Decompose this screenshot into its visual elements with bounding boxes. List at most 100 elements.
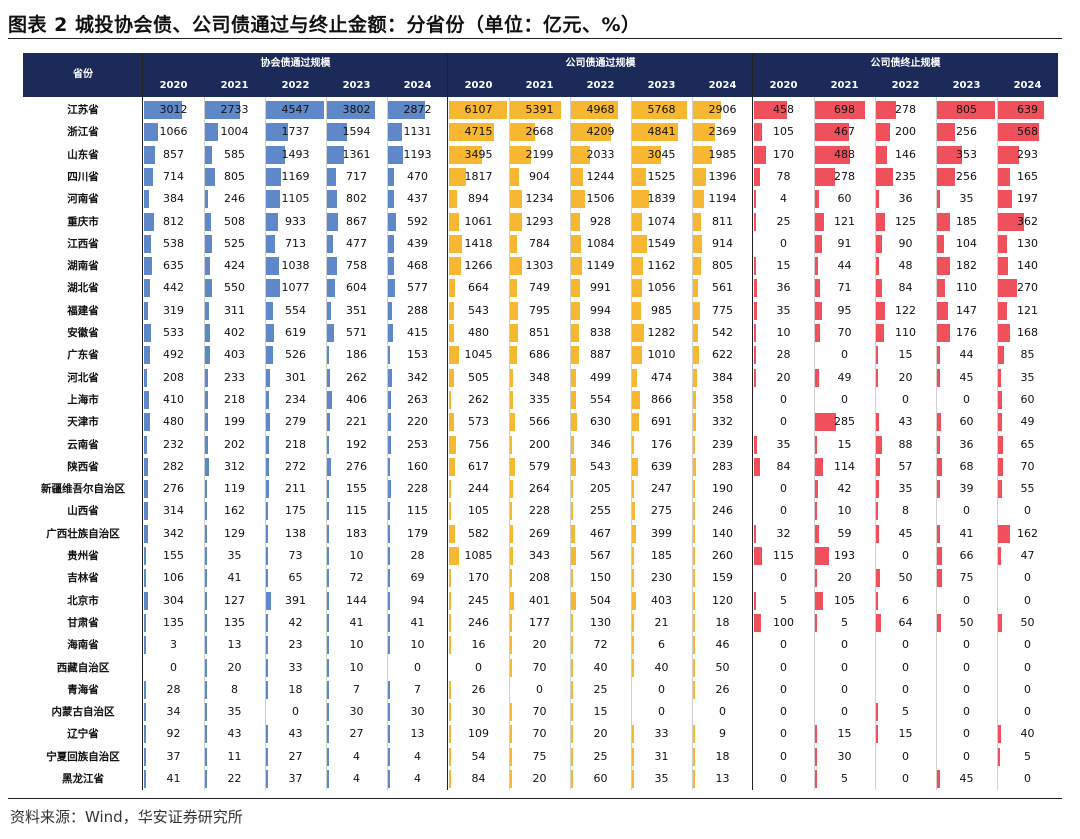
table-cell: 1234 <box>509 188 570 210</box>
value-bar <box>632 613 634 632</box>
value-bar <box>327 658 329 677</box>
cell-value: 279 <box>285 415 306 429</box>
value-bar <box>571 680 573 699</box>
cell-value: 115 <box>773 549 794 562</box>
cell-value: 0 <box>1024 772 1031 785</box>
value-bar <box>571 703 573 722</box>
table-cell: 0 <box>753 500 814 522</box>
cell-value: 1737 <box>281 125 310 139</box>
value-bar <box>449 324 454 342</box>
cell-value: 1244 <box>586 169 615 183</box>
value-bar <box>205 368 208 387</box>
cell-value: 48 <box>898 259 913 273</box>
table-cell: 41 <box>204 567 265 589</box>
cell-value: 1105 <box>281 192 310 206</box>
cell-value: 153 <box>407 348 428 362</box>
value-bar <box>693 212 701 231</box>
table-cell: 403 <box>631 590 692 612</box>
table-cell: 105 <box>448 500 509 522</box>
table-cell: 505 <box>448 367 509 389</box>
cell-value: 283 <box>712 459 733 473</box>
cell-value: 253 <box>407 437 428 451</box>
value-bar <box>510 324 519 342</box>
value-bar <box>205 569 207 588</box>
table-cell: 314 <box>143 500 204 522</box>
table-cell: 71 <box>814 277 875 299</box>
value-bar <box>266 301 274 320</box>
value-bar <box>388 435 392 454</box>
value-bar <box>632 480 635 499</box>
cell-value: 1061 <box>464 214 493 228</box>
cell-value: 75 <box>532 749 547 763</box>
cell-value: 0 <box>780 638 787 652</box>
table-cell: 0 <box>936 701 997 723</box>
value-bar <box>754 123 762 142</box>
cell-value: 263 <box>407 392 428 406</box>
cell-value: 91 <box>837 236 852 250</box>
table-cell: 985 <box>631 300 692 322</box>
cell-value: 604 <box>346 281 367 295</box>
cell-value: 0 <box>902 549 909 562</box>
row-label: 云南省 <box>67 438 99 451</box>
table-cell: 239 <box>692 434 753 456</box>
table-cell: 0 <box>631 701 692 723</box>
value-bar <box>876 613 881 632</box>
table-cell: 384 <box>692 367 753 389</box>
cell-value: 15 <box>898 727 913 741</box>
value-bar <box>144 747 146 766</box>
cell-value: 533 <box>163 326 184 339</box>
cell-value: 3 <box>170 638 177 652</box>
table-cell: 811 <box>692 211 753 233</box>
table-cell: 2199 <box>509 144 570 166</box>
table-cell: 90 <box>875 233 936 255</box>
header-group: 协会债通过规模 <box>143 53 448 75</box>
value-bar <box>693 591 695 610</box>
cell-value: 70 <box>1020 459 1035 473</box>
value-bar <box>327 524 330 543</box>
value-bar <box>998 123 1039 142</box>
table-cell: 162 <box>997 523 1058 545</box>
cell-value: 0 <box>1024 682 1031 696</box>
value-bar <box>876 279 883 298</box>
value-bar <box>510 524 513 543</box>
table-cell: 65 <box>265 567 326 589</box>
table-cell: 1056 <box>631 277 692 299</box>
row-label: 安徽省 <box>67 327 99 339</box>
cell-value: 28 <box>166 682 181 696</box>
value-bar <box>510 101 562 119</box>
table-cell: 805 <box>936 99 997 121</box>
table-cell: 458 <box>753 99 814 121</box>
table-cell: 1418 <box>448 233 509 255</box>
table-cell: 105 <box>814 590 875 612</box>
cell-value: 784 <box>529 236 550 250</box>
cell-value: 40 <box>1020 727 1035 741</box>
table-cell: 758 <box>326 255 387 277</box>
header-year: 2024 <box>387 75 448 97</box>
cell-value: 0 <box>780 236 787 250</box>
value-bar <box>693 502 696 521</box>
table-cell: 1506 <box>570 188 631 210</box>
value-bar <box>510 346 517 365</box>
value-bar <box>937 324 950 342</box>
value-bar <box>571 257 582 276</box>
table-cell: 183 <box>326 523 387 545</box>
value-bar <box>327 324 335 342</box>
cell-value: 542 <box>712 326 733 339</box>
table-cell: 92 <box>143 723 204 745</box>
value-bar <box>266 234 276 253</box>
table-cell: 1525 <box>631 166 692 188</box>
value-bar <box>693 569 695 588</box>
cell-value: 7 <box>353 682 360 696</box>
cell-value: 41 <box>166 772 181 785</box>
table-cell: 686 <box>509 344 570 366</box>
value-bar <box>571 190 586 209</box>
cell-value: 630 <box>590 415 611 429</box>
cell-value: 6 <box>658 638 665 652</box>
cell-value: 45 <box>959 772 974 785</box>
table-cell: 135 <box>143 612 204 634</box>
table-cell: 0 <box>753 723 814 745</box>
table-cell: 41 <box>326 612 387 634</box>
table-cell: 406 <box>326 389 387 411</box>
cell-value: 170 <box>773 147 794 161</box>
value-bar <box>815 257 819 276</box>
